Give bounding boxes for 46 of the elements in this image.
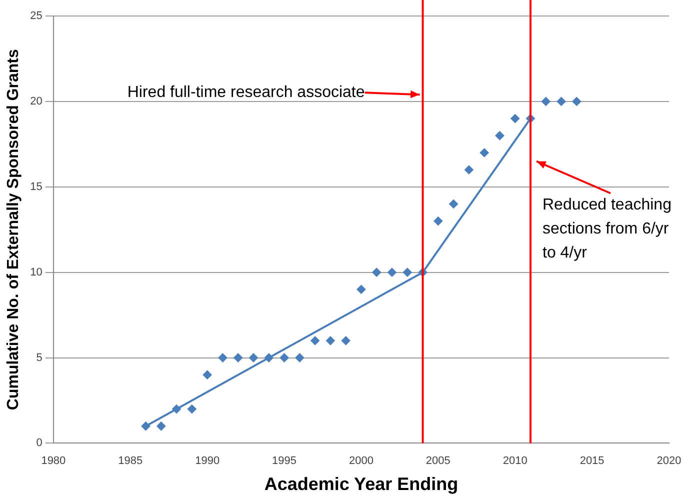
x-tick-label: 2015	[580, 454, 604, 467]
point	[510, 114, 520, 124]
y-tick-label: 20	[30, 95, 42, 108]
y-axis-title: Cumulative No. of Externally Sponsored Grants	[5, 49, 22, 410]
point	[387, 268, 396, 277]
y-tick-label: 15	[30, 180, 42, 193]
x-tick-label: 1990	[195, 454, 220, 467]
point	[202, 370, 212, 380]
y-tick-label: 25	[30, 10, 42, 22]
point	[556, 96, 566, 106]
y-tick-label: 5	[36, 352, 42, 364]
x-tick-label: 1995	[272, 454, 297, 467]
x-tick-label: 2010	[502, 454, 528, 467]
point	[310, 336, 320, 346]
point	[341, 336, 350, 346]
point	[434, 216, 443, 226]
point	[280, 353, 289, 362]
x-tick-label: 2000	[348, 454, 374, 467]
point	[187, 404, 196, 414]
point	[141, 422, 150, 431]
point	[372, 268, 382, 277]
x-tick-label: 1980	[41, 454, 66, 467]
point	[356, 284, 366, 294]
x-axis-title: Academic Year Ending	[264, 474, 458, 494]
point	[572, 96, 582, 106]
point	[264, 353, 274, 362]
y-tick-label: 0	[36, 437, 42, 450]
point	[402, 268, 412, 277]
annotation: Hired full-time research associate	[127, 84, 365, 102]
x-tick-label: 2005	[426, 454, 450, 467]
point	[326, 336, 335, 346]
point	[464, 165, 474, 174]
point	[172, 404, 182, 414]
point	[480, 148, 489, 158]
x-tick-label: 1985	[118, 454, 143, 467]
point	[218, 353, 228, 362]
point	[541, 96, 550, 106]
x-tick-label: 2020	[656, 454, 682, 467]
point	[495, 131, 504, 140]
point	[248, 353, 258, 362]
point	[156, 422, 166, 431]
point	[234, 353, 243, 362]
y-tick-label: 10	[30, 266, 42, 278]
annotation: Reduced teaching sections from 6/yr to 4/yr	[542, 196, 672, 262]
point	[449, 199, 458, 208]
point	[295, 353, 304, 362]
